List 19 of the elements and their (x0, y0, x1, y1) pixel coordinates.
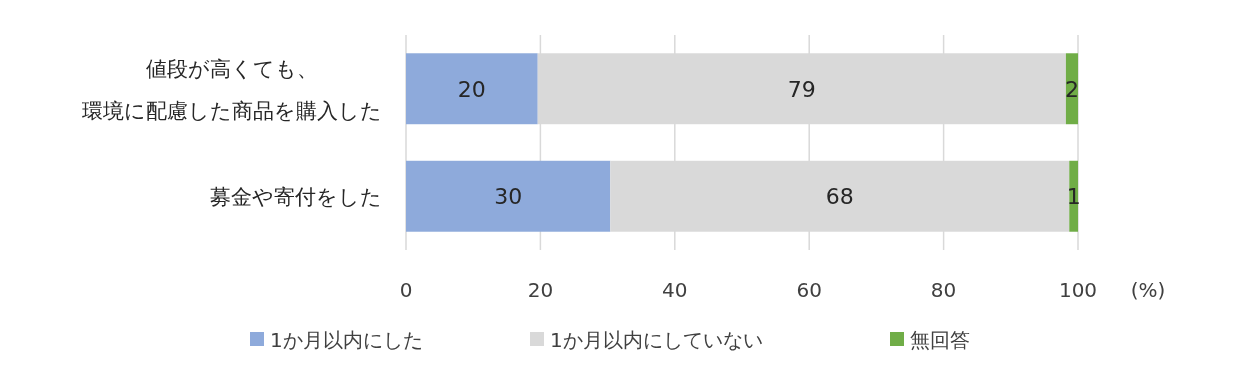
x-axis-title: (%) (1130, 278, 1166, 302)
x-tick-label: 40 (662, 278, 688, 302)
data-label: 2 (1064, 76, 1079, 102)
legend-label: 1か月以内にしていない (550, 328, 763, 352)
x-tick-label: 100 (1058, 278, 1098, 302)
bar (406, 160, 611, 232)
x-tick-label: 0 (399, 278, 413, 302)
x-tick-label: 80 (930, 278, 957, 302)
data-label: 68 (825, 184, 854, 210)
x-tick-label: 20 (527, 278, 554, 302)
data-label: 79 (787, 76, 816, 102)
y-tick-label: 値段が高くても、環境に配慮した商品を購入した (82, 56, 382, 123)
data-label: 30 (494, 184, 523, 210)
y-tick-label: 募金や寄付をした (210, 185, 382, 210)
bar (406, 53, 538, 125)
x-tick-label: 60 (796, 278, 822, 302)
legend-label: 無回答 (910, 328, 970, 352)
legend-label: 1か月以内にした (270, 328, 423, 352)
data-label: 20 (457, 76, 486, 102)
